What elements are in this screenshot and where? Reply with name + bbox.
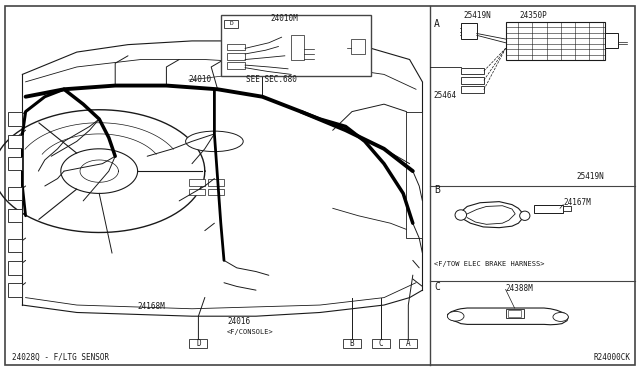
Bar <box>208 189 224 195</box>
Bar <box>8 239 22 252</box>
Text: A: A <box>434 19 440 29</box>
Bar <box>461 77 484 84</box>
Text: 25464: 25464 <box>434 92 457 100</box>
Bar <box>227 44 245 50</box>
Bar <box>563 206 571 211</box>
Text: 24016: 24016 <box>227 317 250 326</box>
Bar <box>605 33 618 48</box>
Text: <F/CONSOLE>: <F/CONSOLE> <box>227 329 274 335</box>
Text: A: A <box>406 339 411 348</box>
Text: R24000CK: R24000CK <box>593 353 630 362</box>
Text: SEE SEC.680: SEE SEC.680 <box>246 76 297 84</box>
Bar <box>189 179 205 186</box>
Text: B: B <box>434 186 440 195</box>
Text: 24028Q - F/LTG SENSOR: 24028Q - F/LTG SENSOR <box>12 353 109 362</box>
Text: 24010M: 24010M <box>271 14 299 23</box>
Text: 24388M: 24388M <box>506 284 533 293</box>
Bar <box>189 189 205 195</box>
Bar <box>227 53 245 60</box>
Text: C: C <box>378 339 383 348</box>
Text: <F/TOW ELEC BRAKE HARNESS>: <F/TOW ELEC BRAKE HARNESS> <box>434 261 545 267</box>
Bar <box>8 187 22 200</box>
Bar <box>291 35 304 60</box>
Bar <box>351 39 365 54</box>
Text: 25419N: 25419N <box>463 11 491 20</box>
Bar <box>534 205 563 213</box>
Bar <box>506 22 605 60</box>
Bar <box>508 310 521 317</box>
Bar <box>372 339 390 348</box>
Bar <box>8 261 22 275</box>
Bar <box>399 339 417 348</box>
Circle shape <box>447 311 464 321</box>
Text: D: D <box>196 339 201 348</box>
Text: 25419N: 25419N <box>576 172 604 181</box>
Ellipse shape <box>455 210 467 220</box>
Bar <box>189 339 207 348</box>
Bar <box>461 23 477 39</box>
Bar <box>8 112 22 126</box>
Text: B: B <box>349 339 355 348</box>
Bar <box>406 112 422 238</box>
Bar <box>8 283 22 297</box>
Bar <box>461 86 484 93</box>
Bar <box>8 157 22 170</box>
Bar <box>8 209 22 222</box>
Bar <box>221 15 371 76</box>
Ellipse shape <box>186 131 243 152</box>
Bar <box>208 179 224 186</box>
Bar <box>461 68 484 74</box>
Bar <box>8 135 22 148</box>
Ellipse shape <box>520 211 530 220</box>
Text: 24350P: 24350P <box>520 11 547 20</box>
Bar <box>343 339 361 348</box>
Text: 24168M: 24168M <box>138 302 165 311</box>
Text: 24010: 24010 <box>189 76 212 84</box>
Bar <box>224 20 238 28</box>
Text: C: C <box>434 282 440 292</box>
Circle shape <box>553 312 568 321</box>
Text: D: D <box>229 21 233 26</box>
Bar <box>506 309 524 318</box>
Bar <box>227 62 245 69</box>
Text: 24167M: 24167M <box>563 198 591 207</box>
